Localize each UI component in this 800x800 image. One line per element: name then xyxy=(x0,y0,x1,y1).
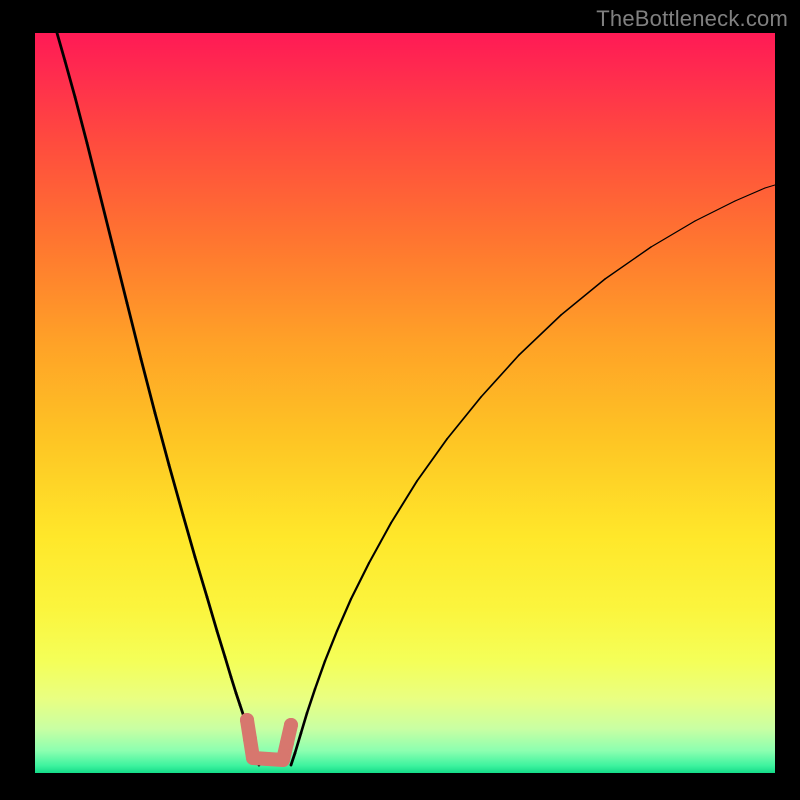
plot-svg xyxy=(35,33,775,773)
chart-canvas: TheBottleneck.com xyxy=(0,0,800,800)
watermark-text: TheBottleneck.com xyxy=(596,6,788,32)
gradient-background xyxy=(35,33,775,773)
plot-area xyxy=(35,33,775,773)
